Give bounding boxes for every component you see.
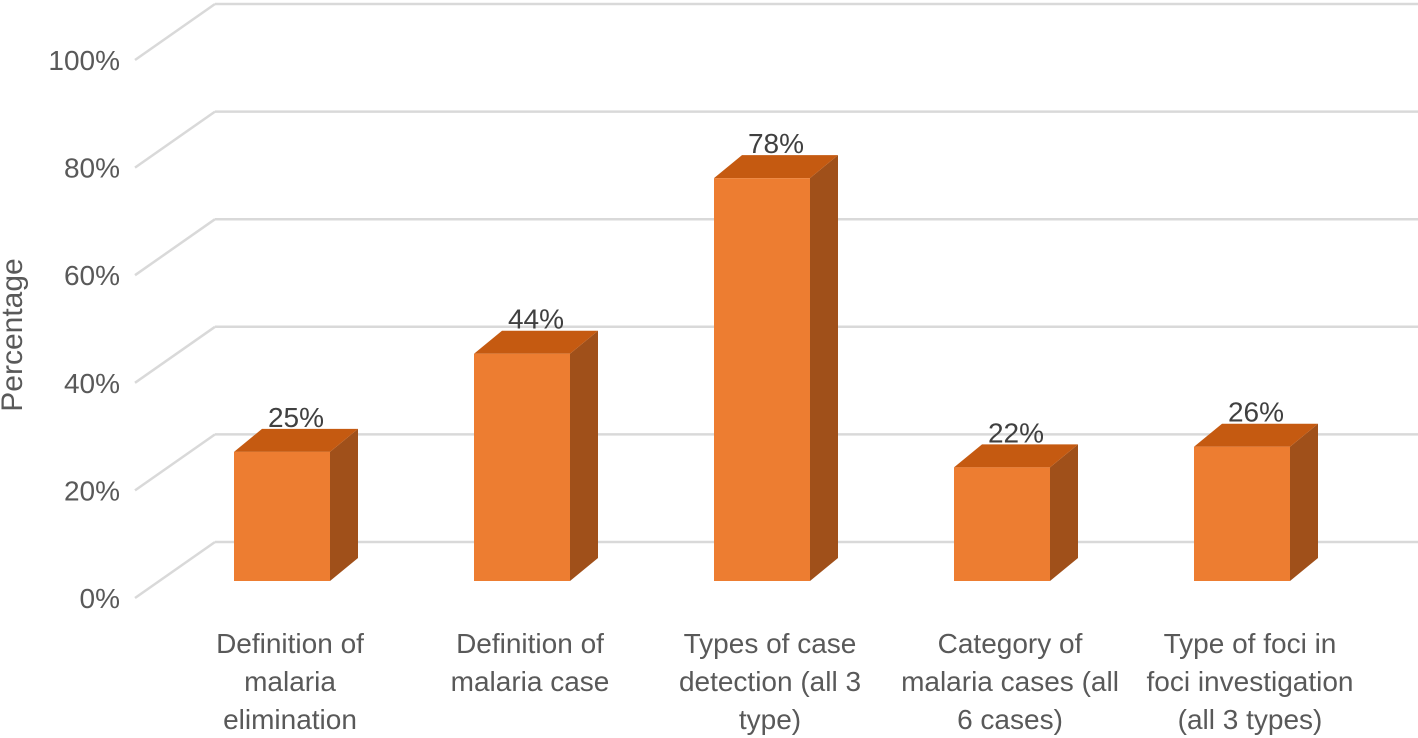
y-axis-ticks: 0% 20% 40% 60% 80% 100% [48, 45, 120, 614]
x-category-line: malaria case [451, 666, 610, 697]
x-category-line: Definition of [216, 628, 364, 659]
x-category-label: Types of case detection (all 3 type) [679, 628, 861, 735]
x-category-line: Category of [938, 628, 1083, 659]
data-labels: 25% 44% 78% 22% 26% [268, 128, 1284, 448]
y-tick-label: 20% [64, 475, 120, 506]
bar-top [954, 444, 1078, 468]
x-category-line: 6 cases) [957, 704, 1063, 735]
x-category-line: foci investigation [1146, 666, 1353, 697]
x-category-label: Definition of malaria case [451, 628, 610, 697]
x-category-line: detection (all 3 [679, 666, 861, 697]
gridline-depth [134, 110, 216, 169]
x-category-line: malaria cases (all [901, 666, 1119, 697]
x-axis-categories: Definition of malaria eliminationDefinitio… [216, 628, 1353, 735]
bar-side [1050, 444, 1078, 581]
bars [234, 155, 1318, 581]
bar-front [1194, 446, 1290, 581]
gridline-depth [134, 433, 216, 492]
bar-side [570, 330, 598, 581]
x-category-label: Category of malaria cases (all 6 cases) [901, 628, 1119, 735]
bar-front [714, 178, 810, 581]
data-label: 25% [268, 402, 324, 433]
x-category-label: Definition of malaria elimination [216, 628, 364, 735]
bar-front [474, 353, 570, 581]
bar-front [954, 467, 1050, 581]
bar-top [234, 428, 358, 452]
bar-side [810, 155, 838, 581]
data-label: 44% [508, 304, 564, 335]
bar [1194, 423, 1318, 581]
y-tick-label: 100% [48, 45, 120, 76]
x-category-line: Type of foci in [1164, 628, 1337, 659]
x-category-line: elimination [223, 704, 357, 735]
bar [954, 444, 1078, 581]
x-category-line: Types of case [684, 628, 857, 659]
bar [714, 155, 838, 581]
x-category-label: Type of foci in foci investigation (all 3 … [1146, 628, 1353, 735]
bar-front [234, 451, 330, 581]
bar-side [330, 428, 358, 581]
gridline-depth [134, 540, 216, 600]
x-category-line: Definition of [456, 628, 604, 659]
x-category-line: (all 3 types) [1178, 704, 1323, 735]
bar-top [714, 155, 838, 179]
bar [474, 330, 598, 581]
gridline-depth [134, 325, 216, 384]
gridline-depth [134, 2, 216, 62]
gridline-depth [134, 218, 216, 277]
y-tick-label: 80% [64, 153, 120, 184]
x-category-line: type) [739, 704, 801, 735]
bar-side [1290, 423, 1318, 581]
y-tick-label: 40% [64, 368, 120, 399]
data-label: 22% [988, 417, 1044, 448]
bar-top [1194, 423, 1318, 447]
x-category-line: malaria [244, 666, 336, 697]
data-label: 26% [1228, 397, 1284, 428]
y-tick-label: 0% [80, 583, 120, 614]
y-tick-label: 60% [64, 260, 120, 291]
bar [234, 428, 358, 581]
y-axis-label: Percentage [0, 258, 29, 411]
data-label: 78% [748, 128, 804, 159]
bar-top [474, 330, 598, 354]
